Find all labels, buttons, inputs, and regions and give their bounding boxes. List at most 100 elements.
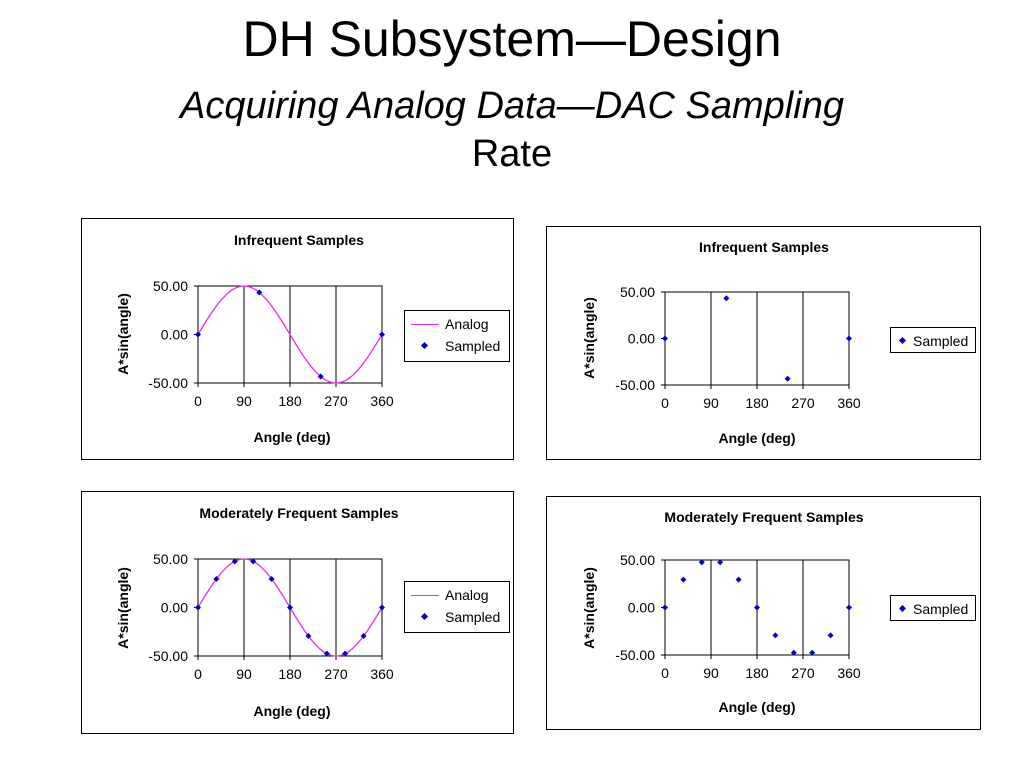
plot-area: 0 90 180 270 360 50.00 0.00 -50.00 xyxy=(148,278,394,409)
x-tick-label: 180 xyxy=(278,666,302,682)
sampled-point xyxy=(268,575,275,582)
sampled-point xyxy=(213,575,220,582)
sampled-marker-swatch xyxy=(409,610,441,624)
chart-moderate-sampled: Moderately Frequent Samples Angle (deg) … xyxy=(546,496,981,730)
x-axis-label: Angle (deg) xyxy=(719,430,796,446)
legend: Analog Sampled xyxy=(404,310,510,362)
sampled-point xyxy=(195,604,201,611)
plot-area: 0 90 180 270 360 50.00 0.00 -50.00 xyxy=(615,284,861,411)
legend-item-analog: Analog xyxy=(409,584,505,606)
legend-item-sampled: Sampled xyxy=(409,335,505,357)
x-tick-label: 180 xyxy=(745,395,769,411)
x-axis-label: Angle (deg) xyxy=(254,429,331,445)
series-line-analog xyxy=(197,285,383,384)
x-axis-label: Angle (deg) xyxy=(719,699,796,715)
sampled-point xyxy=(323,650,330,657)
x-tick-label: 90 xyxy=(236,666,252,682)
sampled-point xyxy=(342,650,349,657)
sampled-point xyxy=(698,559,705,566)
y-tick-label: 0.00 xyxy=(628,331,655,347)
x-axis-label: Angle (deg) xyxy=(254,703,331,719)
chart-svg: Infrequent Samples Angle (deg) A*sin(ang… xyxy=(115,232,394,445)
sampled-point xyxy=(360,633,367,640)
x-tick-label: 180 xyxy=(278,393,302,409)
sampled-point xyxy=(790,649,797,656)
chart-moderate-analog: Moderately Frequent Samples Angle (deg) … xyxy=(81,491,514,734)
legend-label-sampled: Sampled xyxy=(913,601,969,617)
sampled-point xyxy=(256,289,263,296)
x-tick-label: 270 xyxy=(791,665,815,681)
legend-label-sampled: Sampled xyxy=(445,609,501,625)
y-tick-label: 0.00 xyxy=(628,600,655,616)
sampled-point xyxy=(317,373,324,380)
y-tick-label: 50.00 xyxy=(620,284,655,300)
sampled-point xyxy=(305,633,312,640)
x-tick-label: 360 xyxy=(370,666,394,682)
sampled-point xyxy=(379,331,385,338)
y-tick-label: -50.00 xyxy=(148,648,188,664)
y-tick-label: 0.00 xyxy=(161,600,188,616)
chart-infrequent-sampled: Infrequent Samples Angle (deg) A*sin(ang… xyxy=(546,226,981,460)
chart-svg: Moderately Frequent Samples Angle (deg) … xyxy=(581,509,864,715)
x-tick-label: 90 xyxy=(236,393,252,409)
sampled-point xyxy=(662,335,668,342)
legend-item-analog: Analog xyxy=(409,313,505,335)
sampled-marker-swatch xyxy=(409,339,441,353)
x-tick-label: 0 xyxy=(661,665,669,681)
plot-area: 0 90 180 270 360 50.00 0.00 -50.00 xyxy=(615,552,861,681)
chart-title: Infrequent Samples xyxy=(234,232,364,248)
sampled-point xyxy=(827,632,834,639)
legend-item-sampled: Sampled xyxy=(409,606,505,628)
chart-title: Infrequent Samples xyxy=(699,239,829,255)
x-tick-label: 0 xyxy=(661,395,669,411)
y-tick-label: 0.00 xyxy=(161,327,188,343)
legend-item-sampled: Sampled xyxy=(895,330,971,352)
sampled-point xyxy=(231,558,238,565)
sampled-point xyxy=(754,604,760,611)
x-tick-label: 90 xyxy=(703,395,719,411)
analog-line-swatch xyxy=(409,588,441,602)
plot-area: 0 90 180 270 360 50.00 0.00 -50.00 xyxy=(148,551,394,682)
sampled-point xyxy=(195,331,201,338)
legend: Sampled xyxy=(890,595,976,621)
chart-title: Moderately Frequent Samples xyxy=(664,509,863,525)
sampled-point xyxy=(809,649,816,656)
y-axis-label: A*sin(angle) xyxy=(581,297,597,379)
y-tick-label: -50.00 xyxy=(148,375,188,391)
legend-label-sampled: Sampled xyxy=(913,333,969,349)
sampled-point xyxy=(735,576,742,583)
x-tick-label: 360 xyxy=(837,395,861,411)
x-tick-label: 90 xyxy=(703,665,719,681)
sampled-point xyxy=(250,558,257,565)
subtitle-line-1: Acquiring Analog Data—DAC Sampling xyxy=(180,85,844,127)
x-tick-label: 270 xyxy=(324,666,348,682)
x-tick-label: 180 xyxy=(745,665,769,681)
chart-svg: Moderately Frequent Samples Angle (deg) … xyxy=(115,505,399,719)
sampled-point xyxy=(772,632,779,639)
sampled-point xyxy=(846,335,852,342)
sampled-point xyxy=(680,576,687,583)
sampled-marker-swatch xyxy=(895,334,909,348)
slide-title: DH Subsystem—Design xyxy=(242,11,782,67)
y-tick-label: 50.00 xyxy=(153,278,188,294)
chart-infrequent-analog: Infrequent Samples Angle (deg) A*sin(ang… xyxy=(81,218,514,460)
legend-item-sampled: Sampled xyxy=(895,598,971,620)
legend: Analog Sampled xyxy=(404,581,510,633)
sampled-point xyxy=(784,375,791,382)
legend-label-analog: Analog xyxy=(445,587,489,603)
sampled-marker-swatch xyxy=(895,602,909,616)
x-tick-label: 270 xyxy=(324,393,348,409)
sampled-point xyxy=(662,604,668,611)
sampled-point xyxy=(723,295,730,302)
y-tick-label: -50.00 xyxy=(615,647,655,663)
sampled-point xyxy=(287,604,293,611)
x-tick-label: 360 xyxy=(370,393,394,409)
legend-label-analog: Analog xyxy=(445,316,489,332)
chart-title: Moderately Frequent Samples xyxy=(199,505,398,521)
legend: Sampled xyxy=(890,327,976,353)
legend-label-sampled: Sampled xyxy=(445,338,501,354)
x-tick-label: 360 xyxy=(837,665,861,681)
y-axis-label: A*sin(angle) xyxy=(115,567,131,649)
chart-svg: Infrequent Samples Angle (deg) A*sin(ang… xyxy=(581,239,861,446)
analog-line-swatch xyxy=(409,317,441,331)
